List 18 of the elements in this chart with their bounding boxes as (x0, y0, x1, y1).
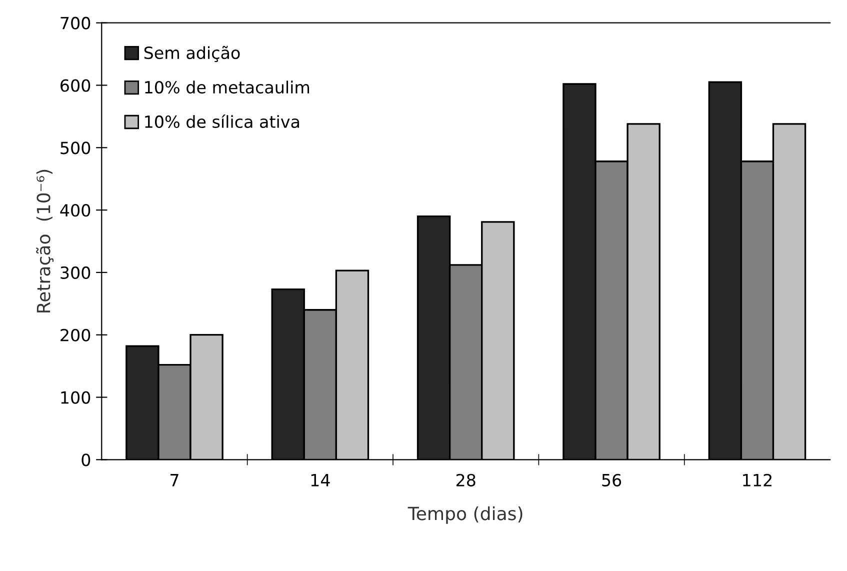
y-tick-label: 400 (60, 204, 90, 217)
y-tick-label: 0 (82, 454, 90, 466)
x-tick-label: 28 (456, 474, 476, 486)
y-tick-label: 600 (60, 79, 90, 92)
y-tick-label: 700 (60, 16, 90, 30)
legend-label: Sem adição (144, 46, 240, 62)
legend-label: 10% de metacaulim (145, 80, 310, 94)
x-tick-label: 56 (602, 474, 622, 486)
y-tick-label: 500 (60, 142, 90, 154)
x-axis-title: Tempo (dias) (408, 506, 522, 524)
y-axis-title: Retração (10⁻⁶) (36, 170, 54, 312)
x-tick-label: 14 (311, 474, 330, 486)
y-tick-label: 200 (60, 328, 90, 342)
y-tick-label: 100 (61, 391, 90, 404)
x-tick-label: 112 (743, 474, 772, 486)
y-tick-label: 300 (60, 266, 90, 280)
legend-label: 10% de sílica ativa (145, 114, 299, 128)
x-tick-label: 7 (170, 474, 178, 486)
